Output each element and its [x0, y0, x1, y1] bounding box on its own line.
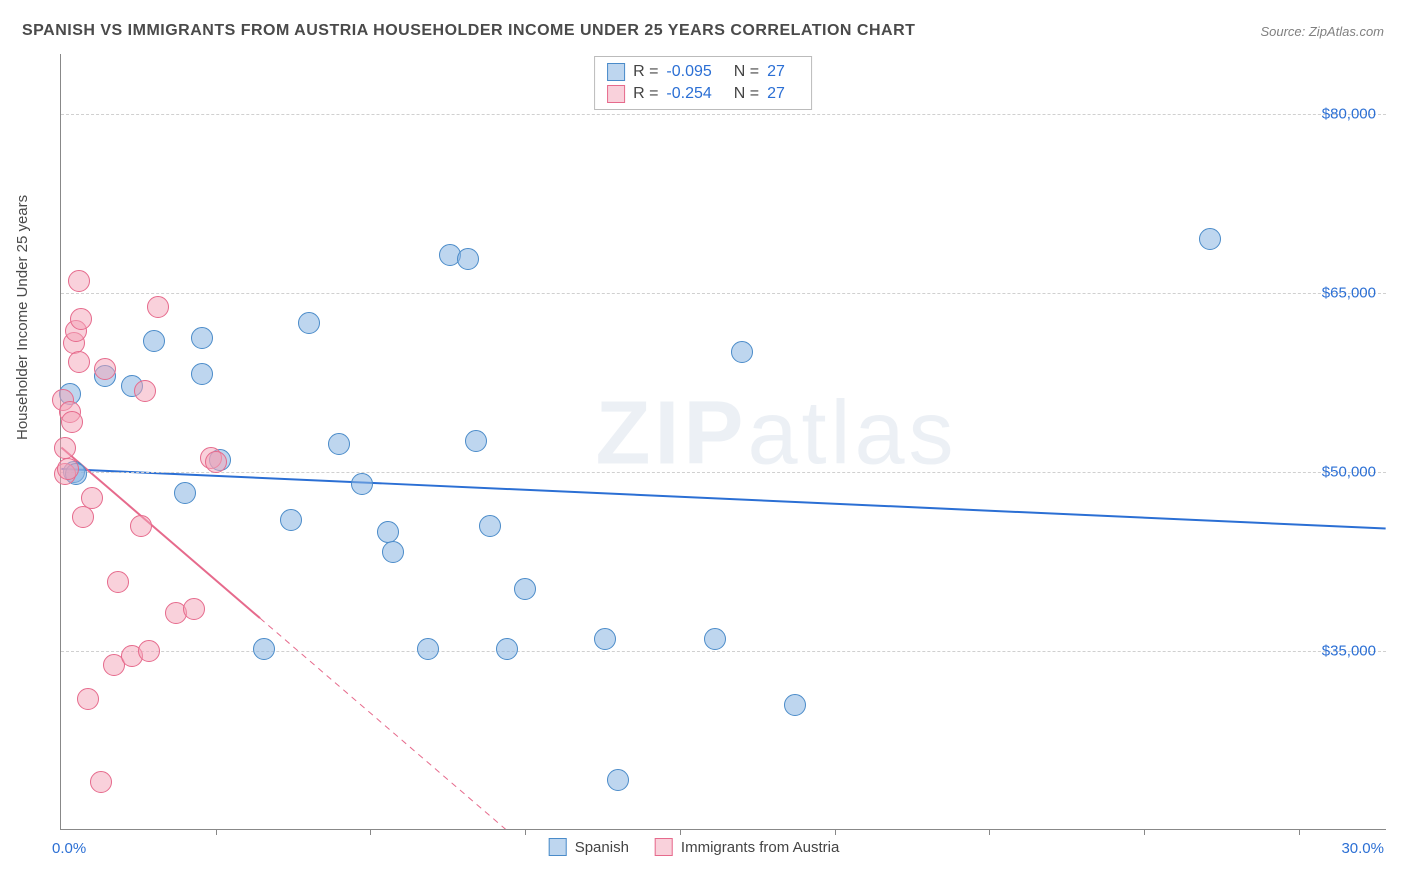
x-tick-mark	[1299, 829, 1300, 835]
data-point	[143, 330, 165, 352]
data-point	[377, 521, 399, 543]
x-axis-min: 0.0%	[52, 840, 86, 857]
data-point	[77, 688, 99, 710]
trend-line	[61, 469, 1385, 529]
r-label: R =	[633, 63, 658, 81]
data-point	[61, 411, 83, 433]
legend-swatch	[655, 838, 673, 856]
data-point	[147, 296, 169, 318]
data-point	[81, 487, 103, 509]
x-tick-mark	[680, 829, 681, 835]
x-axis-max: 30.0%	[1341, 840, 1384, 857]
trend-lines	[61, 54, 1386, 829]
y-tick-label: $65,000	[1322, 284, 1376, 301]
data-point	[183, 598, 205, 620]
data-point	[298, 312, 320, 334]
legend-swatch	[607, 63, 625, 81]
data-point	[328, 433, 350, 455]
r-value: -0.254	[666, 85, 711, 103]
y-axis-label: Householder Income Under 25 years	[14, 195, 31, 440]
plot-area: ZIPatlas $35,000 $50,000 $65,000 $80,000	[60, 54, 1386, 830]
r-value: -0.095	[666, 63, 711, 81]
data-point	[134, 380, 156, 402]
legend-series: Spanish Immigrants from Austria	[549, 838, 858, 856]
data-point	[351, 473, 373, 495]
gridline	[61, 114, 1386, 115]
x-tick-mark	[1144, 829, 1145, 835]
data-point	[496, 638, 518, 660]
r-label: R =	[633, 85, 658, 103]
data-point	[54, 437, 76, 459]
data-point	[174, 482, 196, 504]
y-tick-label: $80,000	[1322, 105, 1376, 122]
source-label: Source: ZipAtlas.com	[1260, 24, 1384, 39]
y-tick-label: $50,000	[1322, 463, 1376, 480]
data-point	[594, 628, 616, 650]
data-point	[514, 578, 536, 600]
data-point	[417, 638, 439, 660]
x-tick-mark	[216, 829, 217, 835]
data-point	[465, 430, 487, 452]
data-point	[784, 694, 806, 716]
x-tick-mark	[989, 829, 990, 835]
data-point	[191, 363, 213, 385]
legend-swatch	[607, 85, 625, 103]
legend-stats: R = -0.095 N = 27 R = -0.254 N = 27	[594, 56, 812, 110]
data-point	[280, 509, 302, 531]
data-point	[68, 270, 90, 292]
watermark: ZIPatlas	[595, 382, 957, 485]
data-point	[138, 640, 160, 662]
y-tick-label: $35,000	[1322, 642, 1376, 659]
data-point	[90, 771, 112, 793]
data-point	[479, 515, 501, 537]
data-point	[704, 628, 726, 650]
x-tick-mark	[370, 829, 371, 835]
data-point	[191, 327, 213, 349]
x-tick-mark	[525, 829, 526, 835]
n-value: 27	[767, 63, 785, 81]
data-point	[130, 515, 152, 537]
data-point	[57, 458, 79, 480]
data-point	[253, 638, 275, 660]
x-tick-mark	[835, 829, 836, 835]
data-point	[205, 451, 227, 473]
data-point	[607, 769, 629, 791]
data-point	[457, 248, 479, 270]
data-point	[382, 541, 404, 563]
data-point	[731, 341, 753, 363]
legend-label: Immigrants from Austria	[681, 839, 839, 856]
data-point	[94, 358, 116, 380]
legend-stats-row: R = -0.095 N = 27	[607, 61, 799, 83]
n-label: N =	[734, 63, 759, 81]
data-point	[107, 571, 129, 593]
trend-line-solid	[61, 447, 260, 618]
gridline	[61, 472, 1386, 473]
n-value: 27	[767, 85, 785, 103]
data-point	[68, 351, 90, 373]
chart-title: SPANISH VS IMMIGRANTS FROM AUSTRIA HOUSE…	[22, 22, 915, 40]
data-point	[72, 506, 94, 528]
data-point	[70, 308, 92, 330]
n-label: N =	[734, 85, 759, 103]
legend-label: Spanish	[575, 839, 629, 856]
gridline	[61, 293, 1386, 294]
data-point	[1199, 228, 1221, 250]
legend-stats-row: R = -0.254 N = 27	[607, 83, 799, 105]
legend-swatch	[549, 838, 567, 856]
